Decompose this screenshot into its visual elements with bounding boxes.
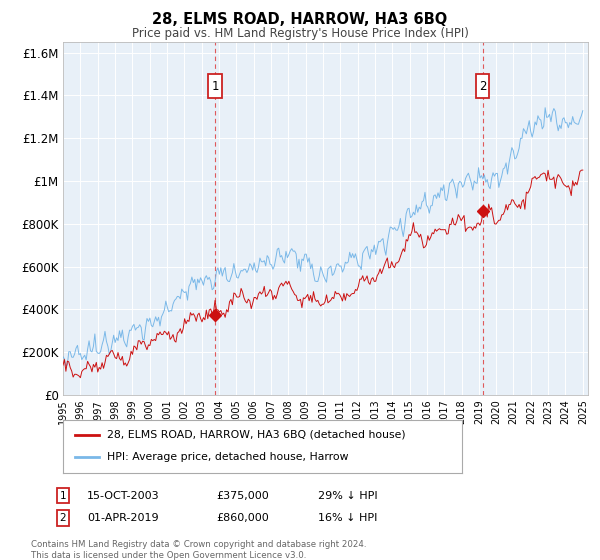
Text: 16% ↓ HPI: 16% ↓ HPI — [318, 513, 377, 523]
Text: 29% ↓ HPI: 29% ↓ HPI — [318, 491, 377, 501]
Text: HPI: Average price, detached house, Harrow: HPI: Average price, detached house, Harr… — [107, 452, 349, 462]
Text: 28, ELMS ROAD, HARROW, HA3 6BQ: 28, ELMS ROAD, HARROW, HA3 6BQ — [152, 12, 448, 27]
Text: 28, ELMS ROAD, HARROW, HA3 6BQ (detached house): 28, ELMS ROAD, HARROW, HA3 6BQ (detached… — [107, 430, 406, 440]
FancyBboxPatch shape — [476, 74, 490, 98]
Text: Price paid vs. HM Land Registry's House Price Index (HPI): Price paid vs. HM Land Registry's House … — [131, 27, 469, 40]
FancyBboxPatch shape — [208, 74, 221, 98]
Text: 1: 1 — [211, 80, 219, 92]
Text: 15-OCT-2003: 15-OCT-2003 — [87, 491, 160, 501]
Text: £375,000: £375,000 — [216, 491, 269, 501]
Text: 1: 1 — [59, 491, 67, 501]
Text: £860,000: £860,000 — [216, 513, 269, 523]
Text: 2: 2 — [479, 80, 487, 92]
Text: 2: 2 — [59, 513, 67, 523]
Text: 01-APR-2019: 01-APR-2019 — [87, 513, 158, 523]
Text: Contains HM Land Registry data © Crown copyright and database right 2024.
This d: Contains HM Land Registry data © Crown c… — [31, 540, 367, 560]
